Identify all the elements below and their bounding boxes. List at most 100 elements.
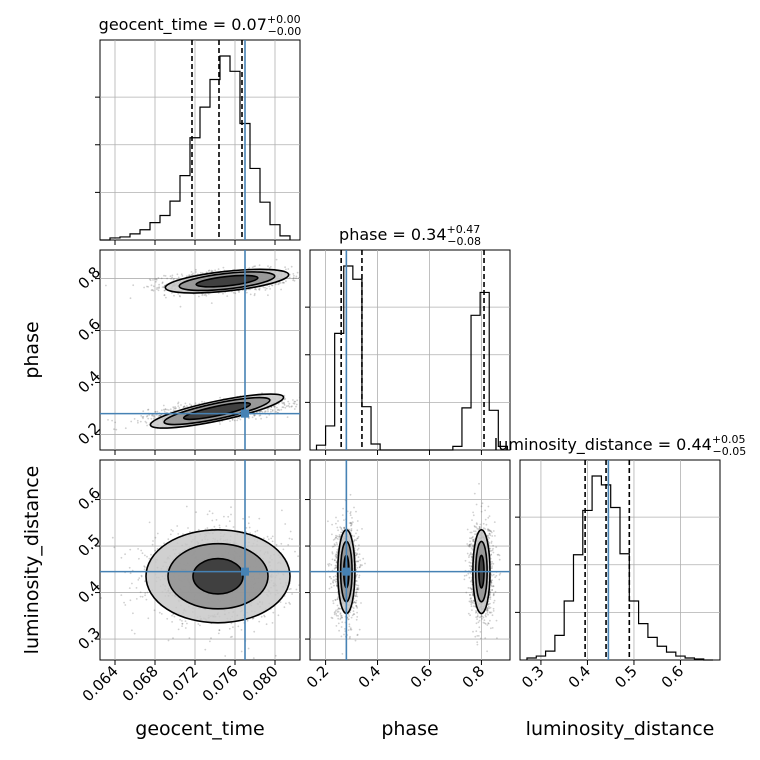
point bbox=[260, 417, 262, 420]
point bbox=[335, 584, 338, 587]
title-lower-err-phase: −0.08 bbox=[447, 235, 481, 248]
point bbox=[287, 404, 290, 407]
title-geocent_time: geocent_time = 0.07+0.00 −0.00 bbox=[99, 13, 302, 38]
point bbox=[305, 400, 307, 402]
point bbox=[167, 409, 170, 411]
contour-geocent_time-vs-luminosity_distance-0-0 bbox=[192, 557, 244, 595]
point bbox=[231, 419, 234, 421]
point bbox=[277, 283, 280, 286]
point bbox=[240, 650, 243, 653]
point bbox=[337, 622, 340, 625]
point bbox=[271, 284, 273, 287]
point bbox=[358, 566, 361, 569]
point bbox=[179, 305, 182, 308]
point bbox=[232, 626, 234, 629]
point bbox=[267, 538, 270, 541]
point bbox=[144, 554, 146, 557]
point bbox=[179, 295, 182, 298]
point bbox=[288, 601, 291, 604]
point bbox=[264, 410, 267, 413]
point bbox=[207, 270, 210, 272]
point bbox=[139, 595, 142, 598]
point bbox=[356, 573, 358, 576]
point bbox=[135, 598, 138, 600]
point bbox=[157, 415, 160, 417]
point bbox=[184, 627, 187, 629]
point bbox=[230, 622, 233, 625]
point bbox=[302, 406, 304, 408]
point bbox=[206, 527, 209, 529]
point bbox=[335, 522, 337, 525]
contour-geocent_time-vs-luminosity_distance-0-2 bbox=[145, 528, 291, 624]
point bbox=[182, 406, 185, 409]
point bbox=[228, 520, 231, 523]
point bbox=[352, 613, 355, 616]
point bbox=[114, 421, 117, 424]
point bbox=[164, 289, 166, 292]
truth-marker-geocent_time-vs-luminosity_distance bbox=[241, 567, 249, 576]
point bbox=[357, 547, 360, 550]
point bbox=[338, 535, 341, 538]
point bbox=[334, 567, 337, 569]
point bbox=[129, 548, 132, 551]
point bbox=[162, 286, 165, 289]
point bbox=[91, 610, 93, 612]
point bbox=[150, 284, 153, 287]
point bbox=[347, 629, 350, 631]
x-tick-label-geocent_time-4: 0.080 bbox=[239, 662, 282, 705]
point bbox=[174, 406, 177, 408]
point bbox=[224, 655, 227, 657]
point bbox=[146, 591, 149, 594]
point bbox=[354, 594, 357, 597]
point bbox=[128, 587, 131, 589]
point bbox=[349, 628, 352, 631]
point bbox=[253, 414, 256, 417]
point bbox=[173, 294, 175, 297]
point bbox=[354, 595, 356, 598]
point bbox=[147, 617, 150, 620]
point bbox=[153, 415, 155, 418]
point bbox=[335, 555, 338, 558]
point bbox=[342, 507, 344, 510]
point bbox=[203, 294, 206, 296]
point bbox=[355, 510, 357, 513]
point bbox=[336, 526, 339, 529]
panel-content-geocent_time-vs-phase bbox=[100, 250, 307, 450]
point bbox=[284, 523, 287, 525]
point bbox=[293, 408, 296, 410]
point bbox=[210, 302, 213, 304]
point bbox=[253, 294, 256, 297]
point bbox=[205, 271, 208, 274]
point bbox=[188, 274, 191, 277]
point bbox=[338, 629, 340, 632]
point bbox=[292, 273, 295, 275]
point bbox=[281, 509, 283, 512]
point bbox=[296, 271, 299, 274]
point bbox=[206, 513, 209, 516]
point bbox=[148, 278, 151, 281]
point bbox=[123, 601, 125, 604]
point bbox=[239, 418, 242, 421]
point bbox=[335, 566, 338, 568]
point bbox=[280, 288, 282, 291]
point bbox=[331, 533, 333, 536]
point bbox=[333, 568, 336, 570]
point bbox=[185, 405, 188, 407]
point bbox=[195, 271, 197, 273]
point bbox=[154, 278, 156, 280]
point bbox=[354, 639, 357, 642]
title-lower-err-geocent_time: −0.00 bbox=[268, 25, 302, 38]
point bbox=[336, 548, 339, 551]
point bbox=[356, 595, 359, 598]
point bbox=[362, 557, 365, 560]
point bbox=[171, 274, 174, 277]
point bbox=[246, 619, 249, 622]
point bbox=[302, 408, 304, 410]
point bbox=[330, 564, 333, 566]
point bbox=[199, 271, 202, 274]
point bbox=[148, 521, 151, 524]
point bbox=[336, 537, 339, 540]
point bbox=[352, 607, 355, 609]
point bbox=[355, 554, 358, 557]
point bbox=[280, 408, 283, 411]
